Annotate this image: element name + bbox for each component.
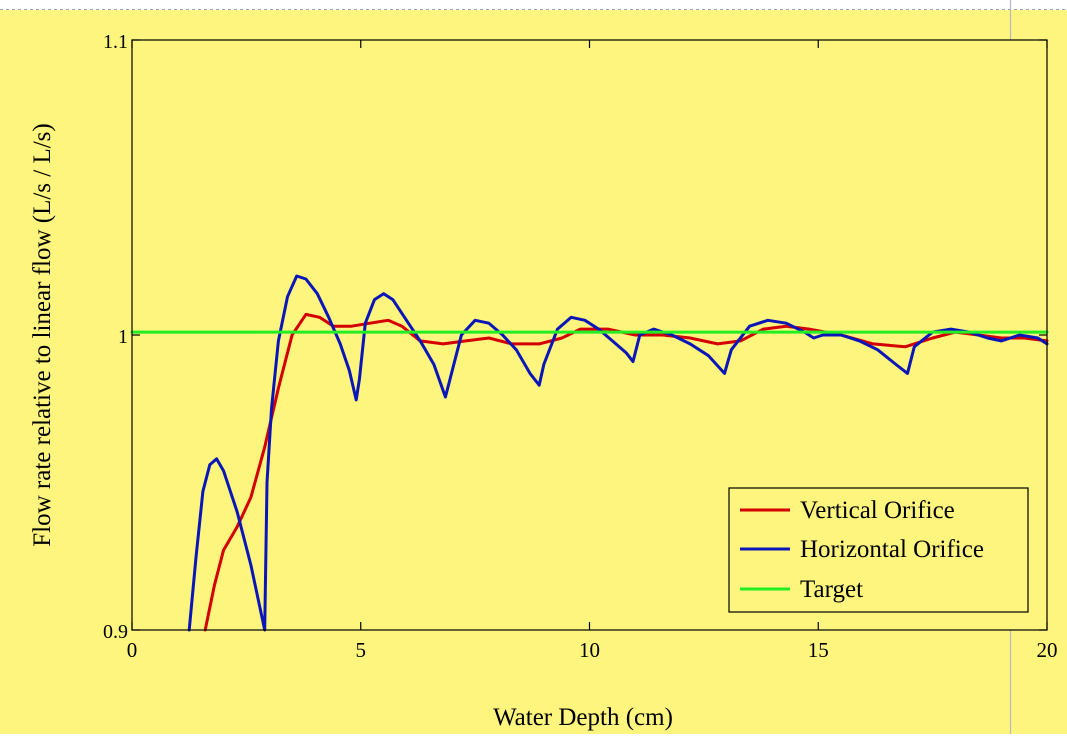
- legend-label-target: Target: [800, 576, 863, 603]
- x-axis-label: Water Depth (cm): [493, 704, 673, 731]
- y-tick-label: 0.9: [103, 621, 128, 643]
- x-tick-label: 10: [579, 638, 600, 662]
- x-tick-label: 20: [1037, 638, 1058, 662]
- series-layer: [130, 274, 1049, 632]
- y-tick-label: 1.1: [103, 31, 128, 53]
- legend-label-vertical: Vertical Orifice: [800, 497, 955, 524]
- series-line-horizontal-orifice: [187, 274, 1049, 632]
- ticks-layer: 0 5 10 15 20 0.9 1 1.1: [103, 31, 1058, 662]
- x-tick-label: 0: [127, 638, 138, 662]
- y-axis-label: Flow rate relative to linear flow (L/s /…: [29, 123, 56, 547]
- legend-label-horizontal: Horizontal Orifice: [800, 536, 984, 563]
- legend: Vertical Orifice Horizontal Orifice Targ…: [728, 487, 1029, 613]
- plot-border: [131, 39, 1048, 631]
- series-line-vertical-orifice: [203, 312, 1049, 632]
- y-tick-label: 1: [118, 326, 128, 348]
- x-tick-label: 15: [808, 638, 829, 662]
- x-tick-label: 5: [356, 638, 367, 662]
